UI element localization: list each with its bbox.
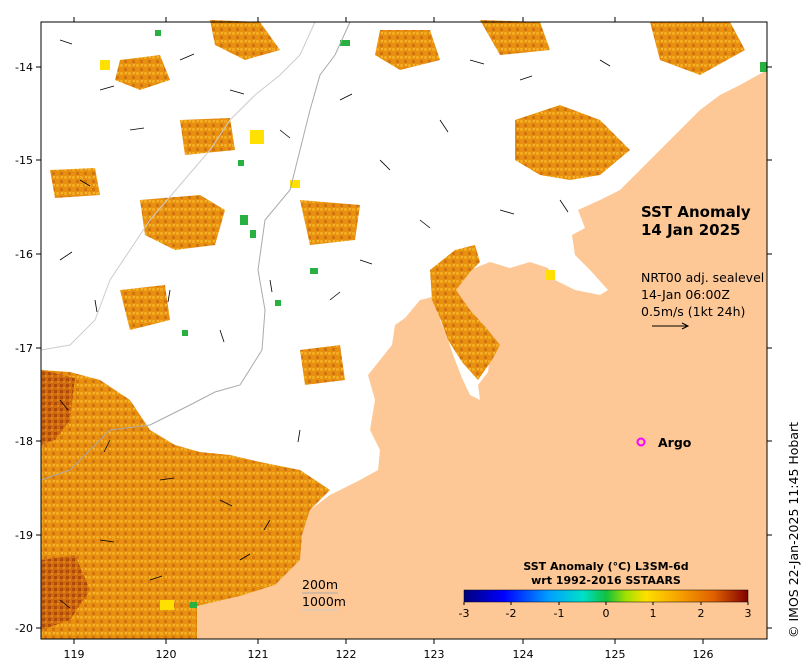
sst-anomaly-northeast [515, 105, 630, 180]
sst-anomaly-estuary [430, 245, 500, 380]
latitude-axis: -14 -15 -16 -17 -18 -19 -20 [15, 61, 772, 635]
lat-tick-label: -17 [15, 342, 33, 355]
colorbar-tick-label: 2 [698, 607, 705, 620]
map-title-line2: 14 Jan 2025 [641, 221, 740, 239]
lon-tick-label: 126 [693, 648, 714, 661]
longitude-axis: 119 120 121 122 123 124 125 126 [64, 17, 714, 661]
current-arrows [59, 39, 611, 609]
lat-tick-label: -19 [15, 529, 33, 542]
current-scale-arrow [652, 322, 690, 330]
current-note-line2: 14-Jan 06:00Z [641, 287, 730, 302]
colorbar: SST Anomaly (°C) L3SM-6d wrt 1992-2016 S… [459, 560, 752, 620]
lat-tick-label: -14 [15, 61, 33, 74]
colorbar-tick-label: -1 [554, 607, 565, 620]
lon-tick-label: 122 [336, 648, 357, 661]
lon-tick-label: 121 [248, 648, 269, 661]
lon-tick-label: 120 [156, 648, 177, 661]
colorbar-title-line2: wrt 1992-2016 SSTAARS [531, 574, 681, 587]
contour-legend-1000m: 1000m [302, 594, 346, 609]
colorbar-tick-label: 1 [650, 607, 657, 620]
lat-tick-label: -16 [15, 248, 33, 261]
sst-anomaly-southwest [41, 370, 330, 639]
sst-anomaly-green-patches [155, 30, 767, 608]
argo-label: Argo [658, 435, 692, 450]
lat-tick-label: -18 [15, 435, 33, 448]
argo-float-marker [636, 437, 646, 447]
contour-200m [40, 21, 351, 481]
contour-1000m [40, 21, 316, 351]
colorbar-tick-label: 3 [745, 607, 752, 620]
current-note-line3: 0.5m/s (1kt 24h) [641, 304, 745, 319]
contour-legend-200m: 200m [302, 577, 338, 592]
lon-tick-label: 119 [64, 648, 85, 661]
colorbar-title-line1: SST Anomaly (°C) L3SM-6d [523, 560, 688, 573]
lon-tick-label: 123 [424, 648, 445, 661]
colorbar-tick-label: -3 [459, 607, 470, 620]
lat-tick-label: -15 [15, 154, 33, 167]
colorbar-tick-label: -2 [506, 607, 517, 620]
lon-tick-label: 125 [605, 648, 626, 661]
imos-credit: © IMOS 22-Jan-2025 11:45 Hobart [786, 422, 801, 638]
colorbar-tick-label: 0 [603, 607, 610, 620]
current-note-line1: NRT00 adj. sealevel [641, 270, 764, 285]
map-title-line1: SST Anomaly [641, 203, 751, 221]
lon-tick-label: 124 [513, 648, 534, 661]
lat-tick-label: -20 [15, 622, 33, 635]
